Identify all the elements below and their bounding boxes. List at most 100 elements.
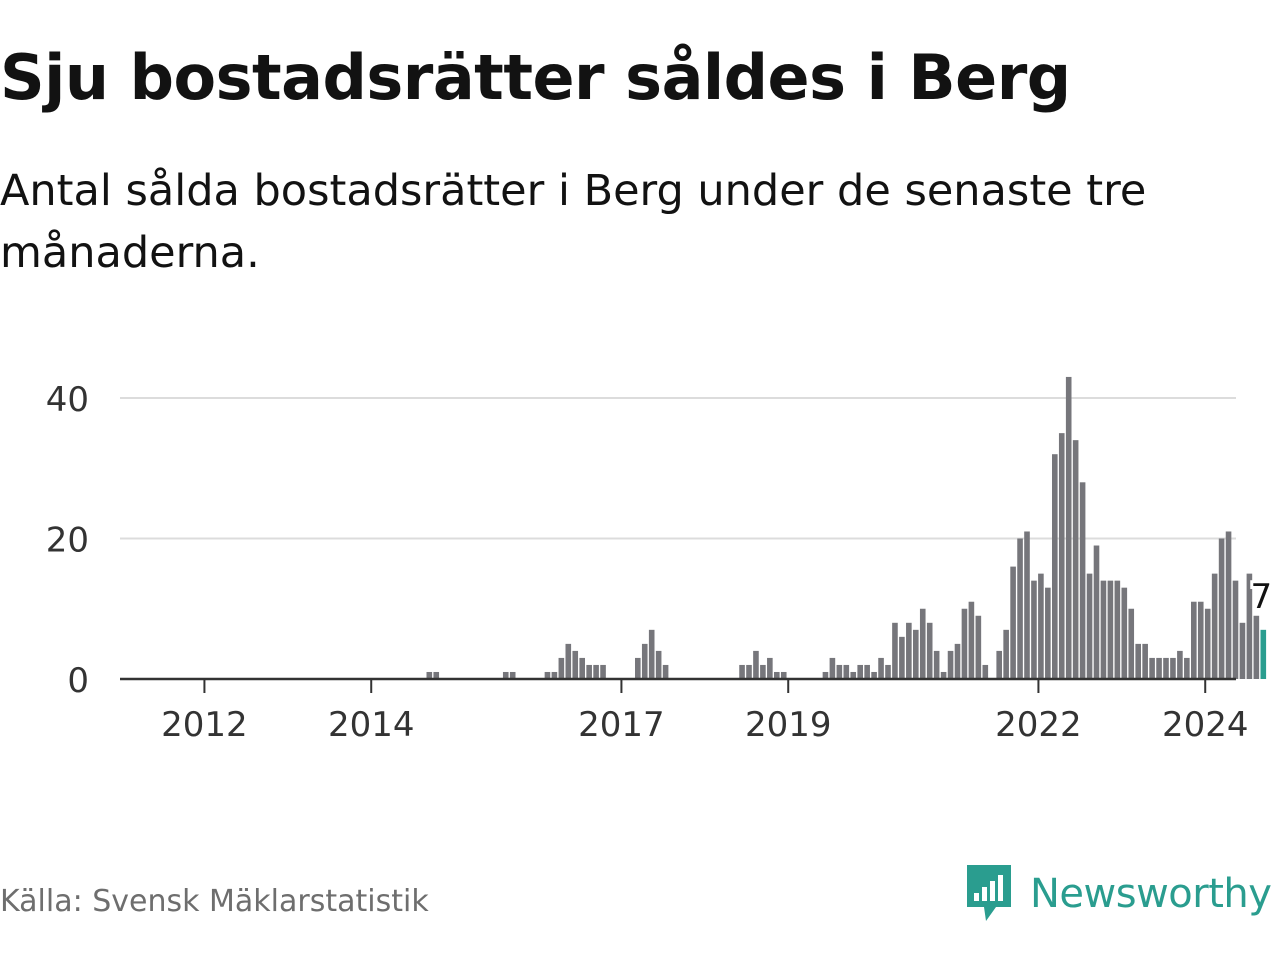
bar xyxy=(947,650,954,679)
bar xyxy=(906,622,912,679)
bar xyxy=(544,671,551,680)
x-tick-label-2014: 2014 xyxy=(328,705,415,745)
bar xyxy=(648,629,655,680)
bars xyxy=(426,376,1267,680)
bar xyxy=(885,664,891,679)
source-note: Källa: Svensk Mäklarstatistik xyxy=(0,884,429,919)
bar xyxy=(502,671,509,680)
bar xyxy=(878,657,884,679)
bar xyxy=(1260,629,1267,680)
chart-subtitle: Antal sålda bostadsrätter i Berg under d… xyxy=(0,166,1147,278)
bar xyxy=(961,608,968,679)
bar xyxy=(1114,580,1121,679)
bar xyxy=(760,664,766,679)
bar xyxy=(1100,580,1107,679)
bar xyxy=(919,608,926,679)
bar xyxy=(864,664,870,679)
bar xyxy=(1121,587,1128,679)
bar xyxy=(1093,545,1100,679)
bar xyxy=(1017,538,1023,679)
x-tick-label-2017: 2017 xyxy=(578,705,665,745)
x-axis-ticks: 2012 2014 2017 2019 2022 2024 xyxy=(161,679,1248,745)
bar xyxy=(1232,580,1239,679)
x-tick-label-2024: 2024 xyxy=(1162,705,1249,745)
bar xyxy=(565,643,572,680)
bar xyxy=(1086,573,1093,680)
bar xyxy=(1010,566,1016,679)
bar xyxy=(996,650,1002,679)
newsworthy-logo-icon xyxy=(967,865,1011,921)
bar xyxy=(913,629,919,680)
chart-title: Sju bostadsrätter såldes i Berg xyxy=(0,41,1071,114)
gridlines xyxy=(120,397,1236,540)
bar xyxy=(635,657,641,679)
bar xyxy=(1052,454,1058,679)
bar xyxy=(1079,482,1086,679)
bar xyxy=(822,671,829,680)
bar xyxy=(940,671,947,680)
bar xyxy=(975,615,982,679)
bar xyxy=(954,643,961,680)
bar xyxy=(593,664,599,679)
bar xyxy=(1024,531,1030,680)
bar xyxy=(641,643,648,680)
bar xyxy=(586,664,592,679)
bar xyxy=(1170,657,1176,679)
bar xyxy=(662,664,669,679)
bar xyxy=(892,622,898,679)
bar xyxy=(433,671,440,680)
bar xyxy=(746,664,752,679)
bar xyxy=(1045,587,1051,679)
bar xyxy=(1107,580,1114,679)
bar xyxy=(933,650,940,679)
bar xyxy=(1184,657,1190,679)
bar xyxy=(1204,608,1211,679)
bar xyxy=(1065,376,1072,679)
bar xyxy=(1058,433,1065,680)
bar xyxy=(572,650,579,679)
bar xyxy=(857,664,863,679)
y-axis-labels: 0 20 40 xyxy=(46,380,89,701)
bar xyxy=(767,657,773,679)
bar xyxy=(1142,643,1148,680)
bar xyxy=(968,601,975,680)
bar xyxy=(1218,538,1225,679)
bar xyxy=(1177,650,1183,679)
bar xyxy=(1149,657,1155,679)
bar xyxy=(774,671,780,680)
x-tick-label-2019: 2019 xyxy=(745,705,832,745)
bar xyxy=(829,657,836,679)
bar xyxy=(1031,580,1037,679)
bar xyxy=(551,671,558,680)
bar xyxy=(836,664,843,679)
bar xyxy=(780,671,787,680)
bar xyxy=(558,657,565,679)
y-tick-label-40: 40 xyxy=(46,380,89,420)
highlight-value-label: 7 xyxy=(1250,577,1272,617)
bar xyxy=(600,664,606,679)
bar xyxy=(1253,615,1260,679)
bar xyxy=(871,671,877,680)
bar xyxy=(509,671,516,680)
brand-logo[interactable]: Newsworthy xyxy=(964,862,1272,926)
bar xyxy=(850,671,857,680)
bar xyxy=(899,636,905,679)
x-tick-label-2022: 2022 xyxy=(995,705,1082,745)
bar xyxy=(1225,531,1232,680)
y-tick-label-20: 20 xyxy=(46,521,89,561)
bar xyxy=(926,622,933,679)
bar xyxy=(753,650,759,679)
bar xyxy=(843,664,850,679)
bar xyxy=(1163,657,1169,679)
bar xyxy=(739,664,745,679)
bar xyxy=(1239,622,1246,679)
bar xyxy=(1072,440,1079,679)
bar xyxy=(1211,573,1218,680)
bar xyxy=(426,671,433,680)
bar xyxy=(1156,657,1162,679)
bar xyxy=(1191,601,1197,680)
bar xyxy=(982,664,989,679)
brand-name: Newsworthy xyxy=(1030,871,1272,917)
bar xyxy=(1038,573,1044,680)
